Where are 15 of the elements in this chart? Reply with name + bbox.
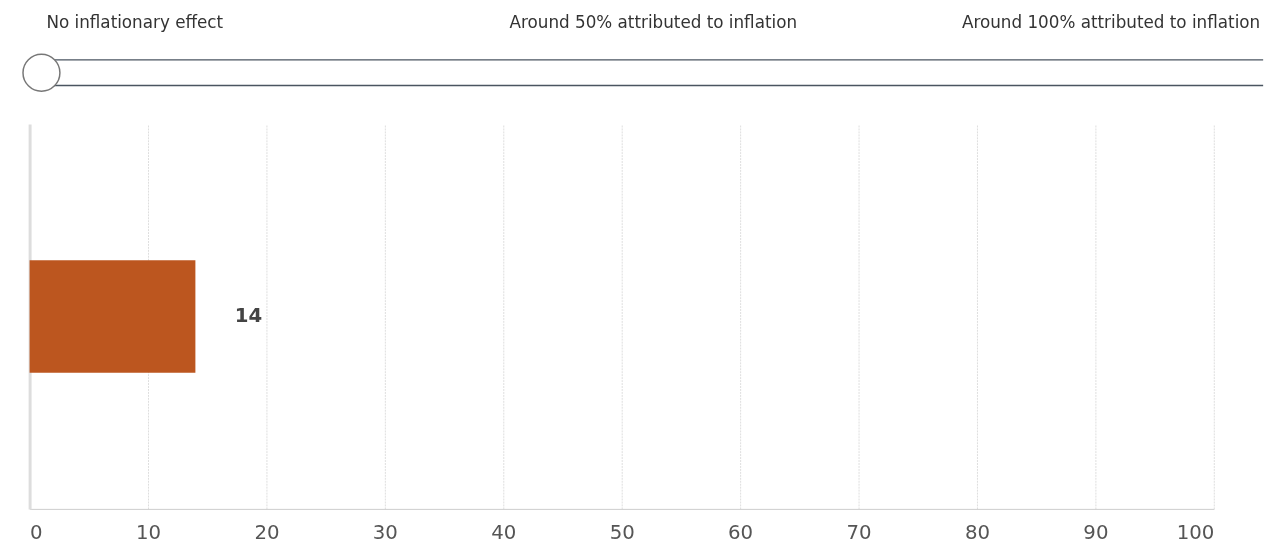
x-tick-label: 70 <box>846 520 872 544</box>
data-label: 14 <box>234 304 263 328</box>
x-tick-label: 80 <box>964 520 990 544</box>
text: Around 50% attributed to inflation <box>509 12 798 33</box>
text: No inflationary effect <box>46 12 224 33</box>
x-tick-label: 40 <box>491 520 517 544</box>
x-tick-label: 50 <box>609 520 635 544</box>
x-tick-label: 30 <box>372 520 398 544</box>
x-tick-label: 90 <box>1083 520 1109 544</box>
text: Around 100% attributed to inflation <box>961 12 1261 33</box>
x-tick-label: 100 <box>1176 520 1215 544</box>
x-tick-label: 0 <box>30 520 43 544</box>
x-tick-label: 20 <box>254 520 280 544</box>
x-tick-label: 60 <box>728 520 754 544</box>
x-tick-label: 10 <box>135 520 162 544</box>
